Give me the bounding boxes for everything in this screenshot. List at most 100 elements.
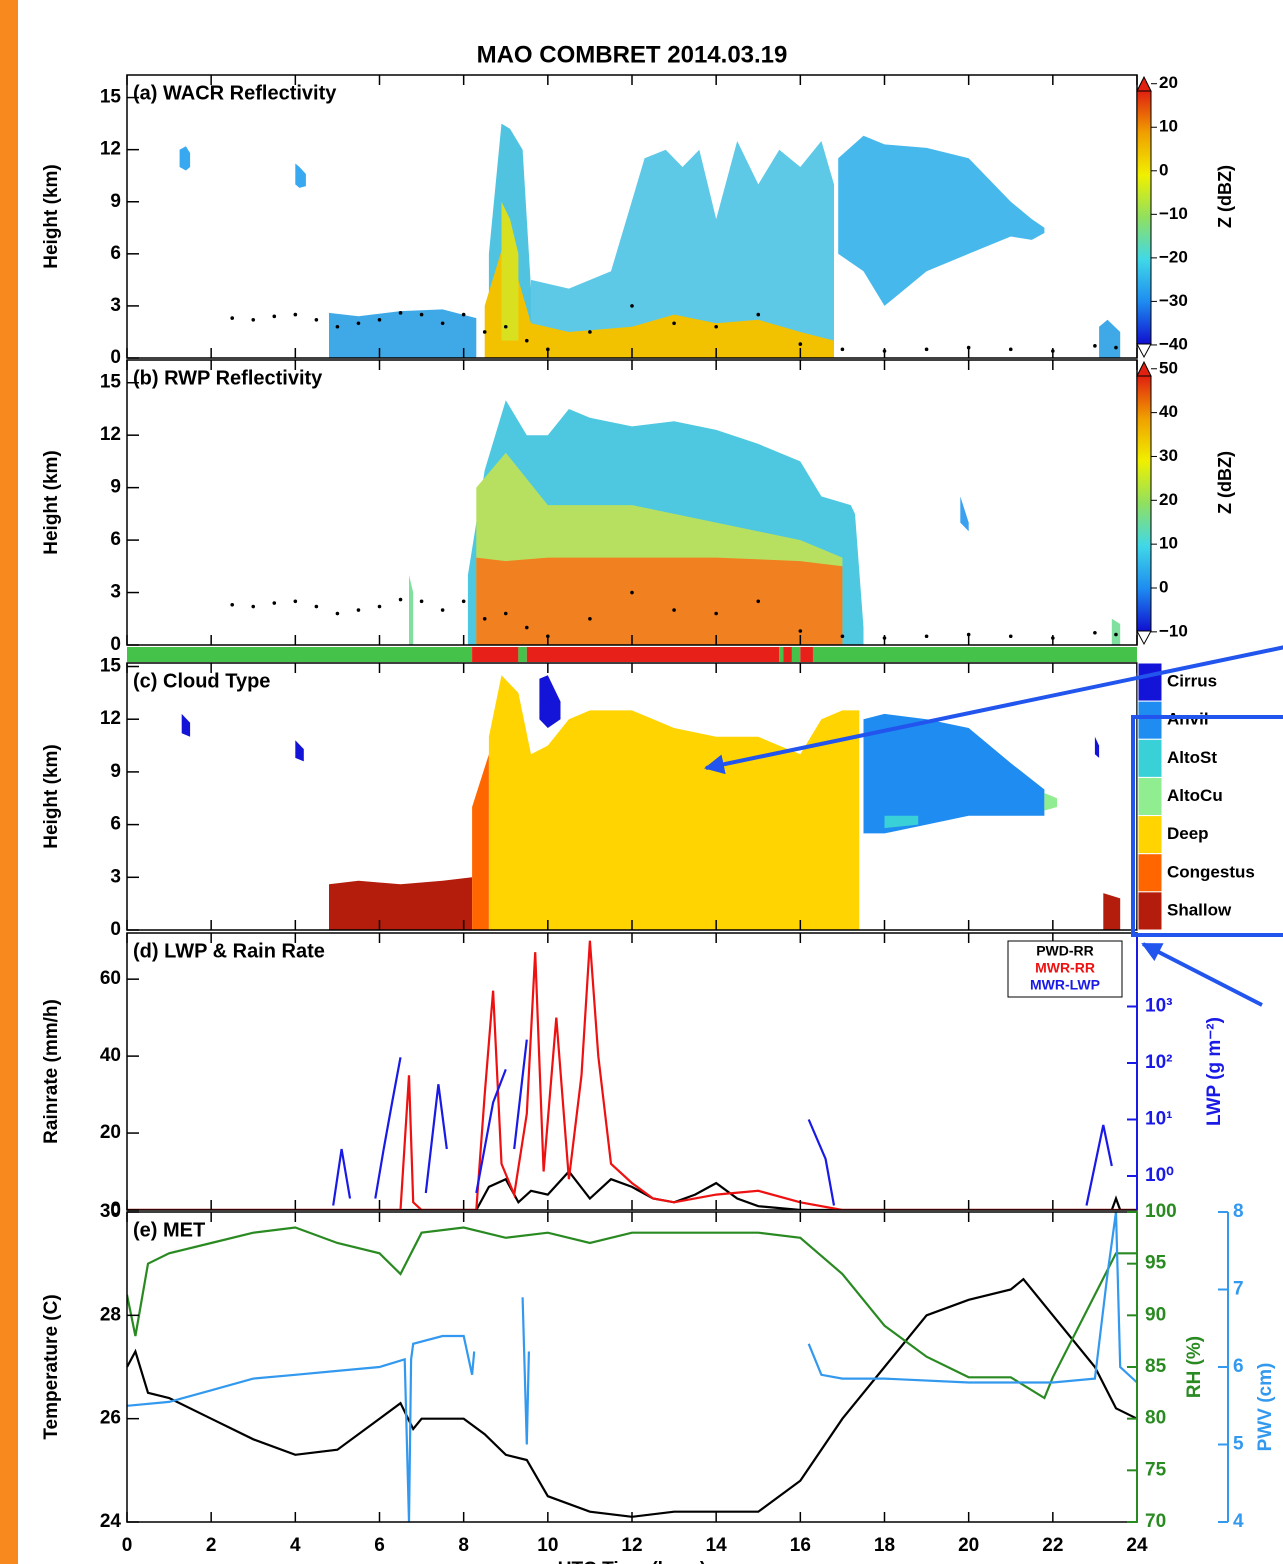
cloud-base-dot: [714, 324, 718, 329]
y-tick-label: 6: [110, 814, 121, 835]
echo-region: [1099, 319, 1121, 358]
rain-flag: [127, 647, 473, 662]
cloud-base-dot: [924, 347, 929, 352]
y3-tick-label: 7: [1233, 1279, 1244, 1300]
rain-flag: [800, 647, 813, 662]
y-tick-label: 6: [110, 529, 121, 550]
echo-region: [472, 754, 489, 930]
y2-tick-label: 10³: [1145, 996, 1172, 1017]
arrow: [1141, 942, 1263, 1007]
y-axis-label: Temperature (C): [41, 1294, 62, 1439]
y2-tick-label: 10⁰: [1145, 1165, 1174, 1186]
x-tick-label: 2: [206, 1535, 217, 1556]
plot-area: [230, 400, 1121, 645]
colorbar-end: [1136, 75, 1152, 92]
rain-flag: [472, 647, 519, 662]
rain-flag: [518, 647, 527, 662]
y3-tick-label: 8: [1233, 1201, 1244, 1222]
y-tick-label: 12: [100, 424, 121, 445]
y2-axis-label: RH (%): [1184, 1336, 1205, 1398]
cloud-base-dot: [630, 590, 634, 595]
echo-region: [501, 201, 519, 341]
y-axis-label: Height (km): [41, 744, 62, 849]
cloud-base-dot: [798, 342, 803, 346]
colorbar-tick-label: −10: [1159, 621, 1188, 640]
series-line: [127, 1169, 1137, 1210]
echo-region: [531, 141, 834, 358]
colorbar-tick-label: −10: [1159, 204, 1188, 223]
colorbar-tick-label: 0: [1159, 160, 1168, 179]
legend-label: Anvil: [1167, 710, 1209, 729]
cloud-base-dot: [335, 324, 340, 329]
panel-title: (c) Cloud Type: [133, 670, 270, 692]
y2-tick-label: 85: [1145, 1356, 1167, 1377]
echo-region: [1111, 618, 1121, 645]
y3-tick-label: 5: [1233, 1434, 1244, 1455]
series-line: [332, 1039, 1113, 1206]
x-tick-label: 0: [122, 1535, 133, 1556]
y-tick-label: 0: [110, 919, 121, 940]
series-line: [127, 1226, 1137, 1400]
echo-region: [409, 575, 414, 645]
echo-region: [1044, 793, 1057, 811]
side-strip: [0, 0, 18, 1564]
y-tick-label: 0: [110, 1199, 121, 1220]
cloud-base-dot: [966, 632, 971, 637]
colorbar-tick-label: 50: [1159, 358, 1178, 377]
colorbar: [1136, 90, 1152, 345]
cloud-base-dot: [251, 318, 256, 322]
x-tick-label: 16: [790, 1535, 811, 1556]
cloud-base-dot: [1093, 344, 1097, 348]
plots: (a) WACR Reflectivity Height (km) 0 3 6 9 12 15…: [41, 73, 1276, 1564]
legend-label: PWD-RR: [1036, 943, 1094, 959]
cloud-base-dot: [272, 314, 277, 319]
cloud-base-dot: [672, 608, 676, 612]
panel: (b) RWP Reflectivity Height (km) 0 3 6 9 12 15 5…: [41, 358, 1235, 662]
rain-flag: [526, 647, 780, 662]
frame: [126, 1211, 1138, 1523]
x-tick-label: 22: [1042, 1535, 1063, 1556]
legend-swatch: [1137, 776, 1163, 817]
cloud-base-dot: [482, 330, 487, 334]
cloud-base-dot: [293, 312, 298, 317]
cloud-base-dot: [798, 629, 803, 633]
rain-flag: [783, 647, 792, 662]
cloud-base-dot: [588, 616, 592, 621]
echo-region: [838, 135, 1045, 306]
x-tick-label: 12: [621, 1535, 642, 1556]
echo-region: [1103, 893, 1121, 930]
plot-area: [181, 675, 1121, 930]
cloud-base-dot: [503, 611, 508, 616]
legend-swatch: [1137, 815, 1163, 855]
cloud-base-dot: [482, 616, 487, 621]
echo-region: [484, 236, 834, 358]
y-tick-label: 40: [100, 1045, 121, 1066]
y-tick-label: 15: [100, 656, 122, 677]
panel: (a) WACR Reflectivity Height (km) 0 3 6 9 12 15…: [41, 73, 1235, 368]
colorbar-tick-label: 20: [1159, 490, 1178, 509]
legend-swatch: [1137, 700, 1163, 740]
figure-title: MAO COMBRET 2014.03.19: [477, 41, 788, 68]
colorbar-tick-label: 10: [1159, 117, 1178, 136]
colorbar-tick-label: 10: [1159, 534, 1178, 553]
y-tick-label: 3: [110, 295, 121, 316]
cloud-base-dot: [461, 599, 466, 604]
echo-region: [329, 877, 473, 930]
cloud-base-dot: [1008, 634, 1013, 639]
cloud-base-dot: [356, 608, 361, 612]
legend-label: Deep: [1167, 824, 1209, 843]
y2-tick-label: 90: [1145, 1304, 1166, 1325]
cloud-base-dot: [293, 599, 298, 604]
frame: [126, 932, 1138, 1211]
x-tick-label: 8: [458, 1535, 469, 1556]
plot-area: [127, 1212, 1137, 1522]
series-line: [127, 940, 1137, 1210]
cloud-base-dot: [440, 321, 445, 326]
rain-flag: [791, 647, 801, 662]
y2-tick-label: 80: [1145, 1408, 1166, 1429]
echo-region: [539, 675, 561, 728]
cloud-base-dot: [1008, 347, 1013, 352]
legend-swatch: [1137, 853, 1163, 893]
y-tick-label: 0: [110, 634, 121, 655]
